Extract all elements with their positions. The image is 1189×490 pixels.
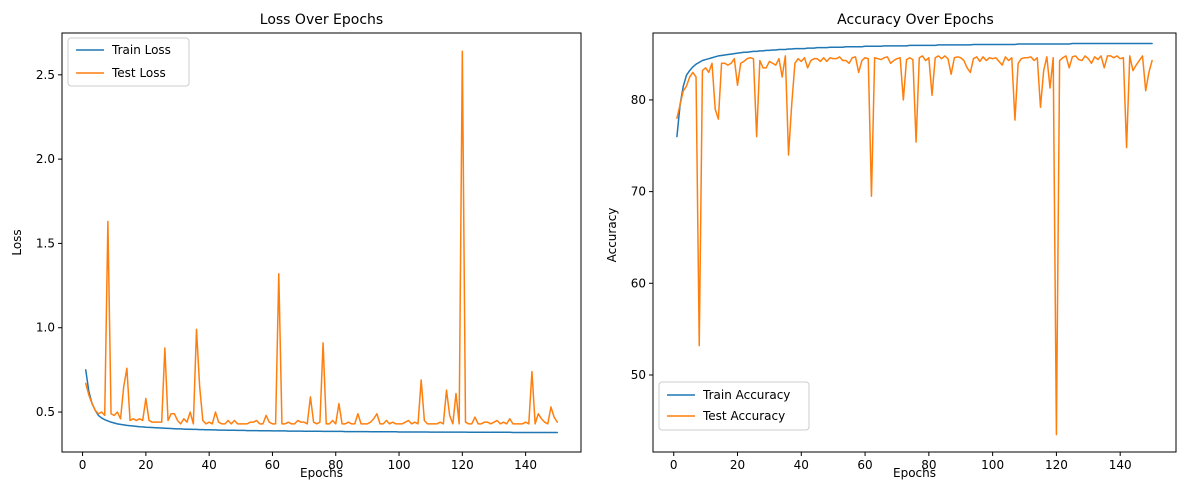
loss-y-axis-label: Loss (10, 229, 24, 255)
accuracy-y-tick-label: 60 (631, 276, 646, 290)
loss-x-tick-label: 20 (138, 458, 153, 472)
accuracy-series-test-accuracy (676, 55, 1153, 436)
loss-chart: Loss Over Epochs 0 20 40 60 80 100 120 140 0.5 1.… (10, 12, 582, 480)
loss-series-train-loss (84, 369, 559, 434)
accuracy-chart-plot: 0 20 40 60 80 100 120 140 50 60 70 80 (631, 42, 1153, 472)
accuracy-y-tick-label: 50 (631, 368, 646, 382)
accuracy-x-tick-label: 60 (857, 458, 872, 472)
loss-legend-label-test: Test Loss (111, 66, 166, 80)
loss-x-tick-label: 0 (79, 458, 87, 472)
accuracy-x-tick-label: 20 (730, 458, 745, 472)
loss-chart-title: Loss Over Epochs (260, 12, 383, 28)
accuracy-legend: Train Accuracy Test Accuracy (658, 381, 810, 431)
accuracy-y-tick-label: 80 (631, 93, 646, 107)
loss-x-tick-label: 80 (328, 458, 343, 472)
loss-y-tick-label: 2.5 (36, 68, 55, 82)
loss-plot-area-frame (61, 32, 582, 453)
accuracy-legend-label-test: Test Accuracy (702, 409, 785, 423)
accuracy-x-tick-label: 80 (921, 458, 936, 472)
accuracy-legend-box (658, 381, 810, 431)
accuracy-x-tick-label: 120 (1045, 458, 1068, 472)
loss-series-test-loss (84, 50, 559, 425)
loss-legend: Train Loss Test Loss (67, 37, 190, 87)
loss-chart-plot: 0 20 40 60 80 100 120 140 0.5 1.0 1.5 2.0 2.5 (36, 50, 559, 472)
loss-x-tick-label: 60 (265, 458, 280, 472)
loss-x-tick-label: 120 (451, 458, 474, 472)
accuracy-series-train-accuracy (676, 42, 1153, 138)
accuracy-x-tick-label: 140 (1109, 458, 1132, 472)
accuracy-x-tick-label: 0 (670, 458, 678, 472)
loss-legend-label-train: Train Loss (111, 43, 171, 57)
loss-y-tick-label: 1.5 (36, 236, 55, 250)
accuracy-x-tick-label: 100 (981, 458, 1004, 472)
accuracy-y-tick-label: 70 (631, 185, 646, 199)
loss-y-tick-label: 2.0 (36, 152, 55, 166)
loss-x-tick-label: 40 (202, 458, 217, 472)
accuracy-chart-title: Accuracy Over Epochs (837, 12, 994, 28)
loss-y-tick-label: 0.5 (36, 405, 55, 419)
accuracy-y-axis-label: Accuracy (605, 208, 619, 263)
accuracy-x-axis-label: Epochs (893, 466, 936, 480)
accuracy-legend-label-train: Train Accuracy (702, 388, 790, 402)
loss-y-tick-label: 1.0 (36, 321, 55, 335)
accuracy-x-tick-label: 40 (794, 458, 809, 472)
accuracy-chart: Accuracy Over Epochs 0 20 40 60 80 100 120 140 5… (605, 12, 1177, 480)
loss-x-tick-label: 140 (514, 458, 537, 472)
loss-x-tick-label: 100 (388, 458, 411, 472)
accuracy-plot-area-frame (652, 32, 1177, 453)
loss-x-axis-label: Epochs (300, 466, 343, 480)
